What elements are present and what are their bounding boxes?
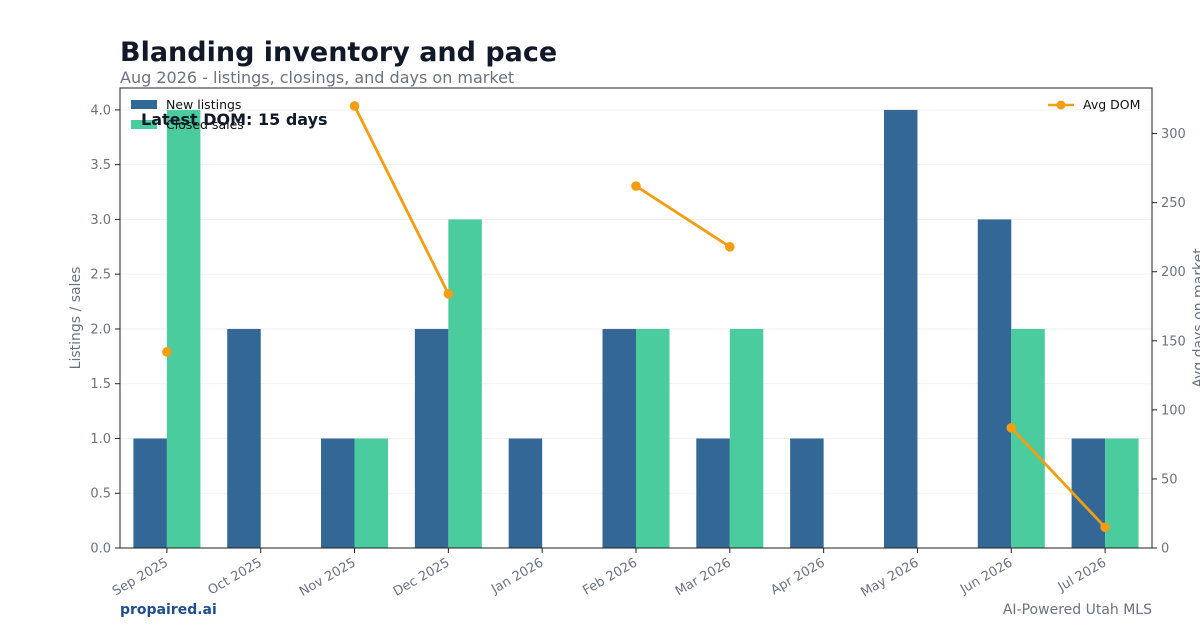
legend-label-new-listings: New listings [166,97,241,112]
bar-closed-sales [636,328,670,548]
y2-tick-label: 250 [1161,196,1186,211]
avg-dom-point [349,101,360,111]
x-tick-label: Jan 2026 [488,555,546,597]
avg-dom-point [1006,423,1017,433]
legend-label-closed-sales: Closed sales [166,117,244,132]
x-tick-label: Mar 2026 [673,555,734,599]
legend-label-avg-dom: Avg DOM [1083,97,1140,112]
bar-series [133,109,1139,549]
avg-dom-line-segment [353,105,450,295]
x-tick-label: Jun 2026 [957,555,1015,597]
y-tick-label: 4.0 [90,103,111,118]
avg-dom-point [162,347,172,357]
x-tick-label: Nov 2025 [297,555,359,599]
avg-dom-point [443,289,454,299]
x-tick-label: May 2026 [858,555,921,600]
x-tick-label: Feb 2026 [580,555,640,598]
y-tick-label: 0.5 [90,487,111,502]
y-tick-label: 0.0 [90,542,111,557]
legend-swatch-closed-sales [131,120,157,129]
bar-new-listings [1071,438,1106,548]
x-tick-label: Sep 2025 [110,555,171,599]
bar-closed-sales [729,328,764,548]
y2-tick-label: 300 [1161,127,1186,142]
avg-dom-point [725,242,735,252]
latest-dom-annotation: Latest DOM: 15 days [141,110,328,129]
y-tick-label: 2.5 [90,268,111,283]
bar-closed-sales [1105,438,1139,548]
chart-subtitle: Aug 2026 - listings, closings, and days … [120,68,514,87]
y-tick-label: 3.0 [90,213,111,228]
y-tick-label: 2.0 [90,322,111,337]
bar-closed-sales [1011,328,1045,548]
y2-tick-label: 0 [1161,542,1169,557]
bar-new-listings [133,438,167,548]
brand-link[interactable]: propaired.ai [120,602,217,618]
x-tick-label: Dec 2025 [391,555,453,599]
bar-closed-sales [166,109,201,549]
bar-new-listings [883,109,918,549]
footer-tagline: AI-Powered Utah MLS [1003,602,1152,618]
x-tick-label: Oct 2025 [206,555,265,598]
avg-dom-line-segment [1010,426,1107,529]
bar-new-listings [696,438,730,548]
legend-swatch-new-listings [131,100,157,109]
bar-closed-sales [448,219,482,548]
bar-new-listings [977,219,1012,548]
avg-dom-point [631,181,641,191]
bar-new-listings [321,438,355,548]
legend-bars: New listings Closed sales [131,97,244,132]
line-series [162,101,1110,533]
bar-new-listings [227,328,261,548]
y-axis-label: Listings / sales [68,267,84,370]
bar-new-listings [602,328,636,548]
y-tick-label: 1.0 [90,432,111,447]
legend-line: Avg DOM [1048,97,1140,112]
bar-new-listings [508,438,543,548]
y2-axis-label: Avg days on market [1191,248,1200,388]
y2-tick-label: 50 [1161,472,1178,487]
avg-dom-line-segment [635,184,731,249]
x-tick-label: Jul 2026 [1055,555,1109,595]
y-tick-label: 3.5 [90,158,111,173]
legend-marker-avg-dom [1056,100,1066,110]
bar-new-listings [790,438,824,548]
y2-tick-label: 150 [1161,334,1186,349]
y-tick-label: 1.5 [90,377,111,392]
y2-tick-label: 100 [1161,403,1186,418]
chart-title: Blanding inventory and pace [120,37,557,68]
avg-dom-point [1100,522,1110,533]
bar-closed-sales [354,438,389,548]
bar-new-listings [414,328,449,548]
x-tick-label: Apr 2026 [768,555,827,598]
y2-tick-label: 200 [1161,265,1186,280]
